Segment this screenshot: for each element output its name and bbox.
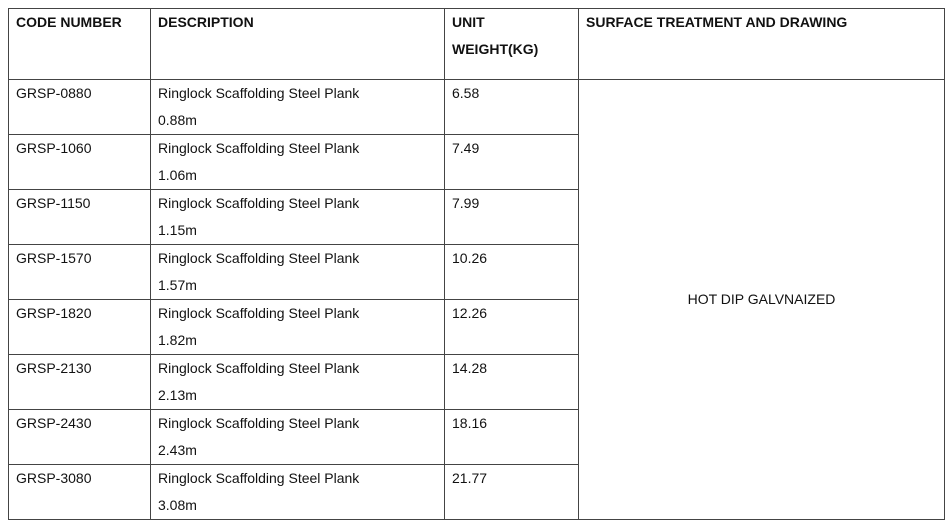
description-cell: Ringlock Scaffolding Steel Plank 2.13m (150, 354, 445, 410)
weight-cell: 21.77 (444, 464, 579, 520)
data-row: GRSP-3080 Ringlock Scaffolding Steel Plan… (8, 464, 945, 520)
surface-treatment-cell: HOT DIP GALVNAIZED (578, 79, 945, 520)
description-text: 2.13m (158, 387, 197, 403)
code-cell: GRSP-3080 (8, 464, 151, 520)
description-text: Ringlock Scaffolding Steel Plank (158, 85, 360, 101)
code-cell: GRSP-0880 (8, 79, 151, 135)
description-text: 1.82m (158, 332, 197, 348)
weight-cell: 7.49 (444, 134, 579, 190)
description-text: Ringlock Scaffolding Steel Plank (158, 470, 360, 486)
weight-cell: 6.58 (444, 79, 579, 135)
header-text: WEIGHT(KG) (452, 41, 539, 57)
data-row: GRSP-0880 Ringlock Scaffolding Steel Plan… (8, 79, 945, 520)
code-cell: GRSP-1820 (8, 299, 151, 355)
header-text: SURFACE TREATMENT AND DRAWING (586, 14, 848, 30)
description-text: Ringlock Scaffolding Steel Plank (158, 140, 360, 156)
code-cell: GRSP-2130 (8, 354, 151, 410)
table-body: CODE NUMBER DESCRIPTION UNIT WEIGHT(KG) SURF… (8, 8, 945, 520)
description-text: Ringlock Scaffolding Steel Plank (158, 250, 360, 266)
description-text: Ringlock Scaffolding Steel Plank (158, 415, 360, 431)
description-cell: Ringlock Scaffolding Steel Plank 2.43m (150, 409, 445, 465)
description-cell: Ringlock Scaffolding Steel Plank 0.88m (150, 79, 445, 135)
data-row: GRSP-1150 Ringlock Scaffolding Steel Plan… (8, 189, 945, 245)
data-row: GRSP-2130 Ringlock Scaffolding Steel Plan… (8, 354, 945, 410)
weight-cell: 10.26 (444, 244, 579, 300)
description-text: 1.15m (158, 222, 197, 238)
weight-cell: 7.99 (444, 189, 579, 245)
spec-table: CODE NUMBER DESCRIPTION UNIT WEIGHT(KG) SURF… (8, 8, 945, 520)
header-text: UNIT (452, 14, 485, 30)
code-cell: GRSP-1570 (8, 244, 151, 300)
weight-cell: 14.28 (444, 354, 579, 410)
code-cell: GRSP-2430 (8, 409, 151, 465)
description-text: Ringlock Scaffolding Steel Plank (158, 195, 360, 211)
description-cell: Ringlock Scaffolding Steel Plank 1.57m (150, 244, 445, 300)
header-cell: UNIT WEIGHT(KG) (444, 8, 579, 80)
description-cell: Ringlock Scaffolding Steel Plank 3.08m (150, 464, 445, 520)
description-text: Ringlock Scaffolding Steel Plank (158, 305, 360, 321)
data-row: GRSP-1820 Ringlock Scaffolding Steel Plan… (8, 299, 945, 355)
description-text: Ringlock Scaffolding Steel Plank (158, 360, 360, 376)
weight-cell: 12.26 (444, 299, 579, 355)
description-cell: Ringlock Scaffolding Steel Plank 1.82m (150, 299, 445, 355)
data-row: GRSP-2430 Ringlock Scaffolding Steel Plan… (8, 409, 945, 465)
code-cell: GRSP-1150 (8, 189, 151, 245)
data-row: GRSP-1060 Ringlock Scaffolding Steel Plan… (8, 134, 945, 190)
description-text: 1.57m (158, 277, 197, 293)
code-cell: GRSP-1060 (8, 134, 151, 190)
weight-cell: 18.16 (444, 409, 579, 465)
description-text: 0.88m (158, 112, 197, 128)
header-cell: CODE NUMBER (8, 8, 151, 80)
header-text: CODE NUMBER (16, 14, 122, 30)
data-row: GRSP-1570 Ringlock Scaffolding Steel Plan… (8, 244, 945, 300)
header-text: DESCRIPTION (158, 14, 254, 30)
description-cell: Ringlock Scaffolding Steel Plank 1.15m (150, 189, 445, 245)
description-text: 1.06m (158, 167, 197, 183)
header-cell: DESCRIPTION (150, 8, 445, 80)
description-text: 2.43m (158, 442, 197, 458)
description-text: 3.08m (158, 497, 197, 513)
description-cell: Ringlock Scaffolding Steel Plank 1.06m (150, 134, 445, 190)
header-row: CODE NUMBER DESCRIPTION UNIT WEIGHT(KG) SURF… (8, 8, 945, 80)
header-cell: SURFACE TREATMENT AND DRAWING (578, 8, 945, 80)
